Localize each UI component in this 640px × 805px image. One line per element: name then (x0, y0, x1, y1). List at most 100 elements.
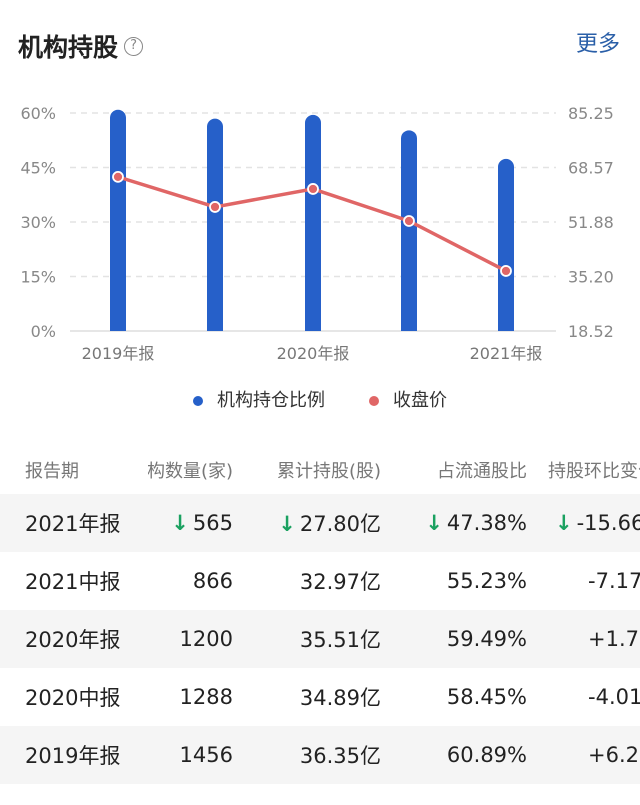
value-text: 55.23% (446, 569, 527, 593)
value-cell: 59.49% (447, 627, 527, 651)
header-cell[interactable]: 持股环比变化 (548, 461, 640, 482)
header-cell[interactable]: 机构数量(家) (148, 461, 233, 482)
price-point-2021中报 (403, 215, 415, 227)
table-row[interactable]: 2019年报 1456 36.35亿 60.89% +6.26% (0, 726, 640, 784)
legend-dot-icon (193, 396, 203, 406)
period-cell: 2021中报 (25, 570, 121, 594)
bar-2021年报 (498, 158, 514, 331)
down-arrow-icon: ↓ (555, 511, 573, 535)
right-axis-tick: 18.52 (568, 322, 614, 341)
value-cell: -7.17% (588, 569, 640, 593)
row-scroll[interactable]: 866 32.97亿 55.23% -7.17% (148, 552, 640, 610)
value-cell: +6.26% (588, 743, 640, 767)
value-cell: ↓ 565 (171, 511, 233, 535)
value-text: 1200 (179, 627, 233, 651)
value-text: -7.17% (588, 569, 640, 593)
value-text: 36.35亿 (299, 744, 381, 768)
left-axis-tick: 60% (20, 104, 56, 123)
period-cell: 2020中报 (25, 686, 121, 710)
row-scroll[interactable]: 1456 36.35亿 60.89% +6.26% (148, 726, 640, 784)
value-cell: +1.77% (588, 627, 640, 651)
right-axis-tick: 68.57 (568, 159, 614, 178)
row-scroll[interactable]: ↓565↓27.80亿↓47.38%↓-15.66% (148, 494, 640, 552)
value-text: 35.51亿 (299, 628, 381, 652)
table-row[interactable]: 2020年报 1200 35.51亿 59.49% +1.77% (0, 610, 640, 668)
bar-2020年报 (305, 114, 321, 331)
value-cell: 60.89% (447, 743, 527, 767)
down-arrow-icon: ↓ (278, 512, 296, 536)
value-text: 58.45% (446, 685, 527, 709)
section-title: 机构持股 ? (18, 28, 144, 64)
right-axis-tick: 35.20 (568, 268, 614, 287)
header-cell[interactable]: 占流通股比 (437, 461, 527, 482)
value-cell: 58.45% (447, 685, 527, 709)
row-scroll[interactable]: 1200 35.51亿 59.49% +1.77% (148, 610, 640, 668)
value-text: 47.38% (446, 511, 527, 535)
value-cell: ↓ 27.80亿 (278, 508, 381, 538)
table-header: 报告期 机构数量(家) 累计持股(股) 占流通股比持股环比变化 (0, 448, 640, 492)
price-point-2020年报 (307, 183, 319, 195)
legend-item-holding[interactable]: 机构持仓比例 (193, 386, 325, 412)
value-cell: 866 (193, 569, 233, 593)
left-axis-tick: 0% (31, 322, 56, 341)
more-link[interactable]: 更多 (575, 32, 620, 57)
chart-legend: 机构持仓比例 收盘价 (0, 386, 640, 412)
value-text: 59.49% (446, 627, 527, 651)
value-text: 1288 (179, 685, 233, 709)
value-text: 32.97亿 (299, 570, 381, 594)
header-scroll[interactable]: 机构数量(家) 累计持股(股) 占流通股比持股环比变化 (148, 448, 640, 492)
price-point-2019年报 (112, 170, 124, 183)
right-axis-tick: 51.88 (568, 213, 614, 232)
left-axis-tick: 45% (20, 159, 56, 178)
value-text: 1456 (179, 743, 233, 767)
value-cell: 35.51亿 (300, 624, 381, 654)
value-cell: ↓-15.66% (555, 511, 640, 535)
table-row[interactable]: 2020中报 1288 34.89亿 58.45% -4.01% (0, 668, 640, 726)
title-text: 机构持股 (18, 33, 119, 62)
bar-2019年报 (110, 109, 126, 332)
legend-dot-icon (369, 396, 379, 406)
institution-holding-chart: 60% 85.25 45% 68.57 30% 51.88 15% 35.20 0% 18.52 2… (20, 104, 614, 363)
value-text: 565 (192, 511, 233, 535)
value-text: 60.89% (446, 743, 527, 767)
value-text: -15.66% (576, 511, 640, 535)
value-cell: 55.23% (447, 569, 527, 593)
legend-label: 收盘价 (393, 390, 447, 411)
row-scroll[interactable]: 1288 34.89亿 58.45% -4.01% (148, 668, 640, 726)
header-cell[interactable]: 累计持股(股) (276, 461, 381, 482)
right-axis-tick: 85.25 (568, 104, 614, 123)
value-text: -4.01% (588, 685, 640, 709)
x-axis-tick: 2020年报 (277, 344, 350, 363)
bar-2020中报 (207, 118, 223, 331)
value-cell: 34.89亿 (300, 682, 381, 712)
x-axis-tick: 2019年报 (82, 344, 155, 363)
price-point-2021年报 (500, 265, 512, 277)
legend-item-price[interactable]: 收盘价 (369, 386, 447, 412)
value-cell: 36.35亿 (300, 740, 381, 770)
down-arrow-icon: ↓ (425, 511, 443, 535)
x-axis-tick: 2021年报 (470, 344, 543, 363)
down-arrow-icon: ↓ (171, 511, 189, 535)
value-cell: -4.01% (588, 685, 640, 709)
left-axis-tick: 15% (20, 268, 56, 287)
left-axis-tick: 30% (20, 213, 56, 232)
value-cell: 1288 (180, 685, 233, 709)
period-cell: 2021年报 (25, 512, 121, 536)
value-cell: ↓ 47.38% (425, 511, 527, 535)
period-cell: 2020年报 (25, 628, 121, 652)
header-cell[interactable]: 报告期 (25, 461, 79, 482)
table-row[interactable]: 2021中报 866 32.97亿 55.23% -7.17% (0, 552, 640, 610)
value-cell: 32.97亿 (300, 566, 381, 596)
value-text: +1.77% (588, 627, 640, 651)
help-icon[interactable]: ? (124, 36, 144, 56)
legend-label: 机构持仓比例 (217, 390, 325, 411)
value-cell: 1200 (180, 627, 233, 651)
value-text: 34.89亿 (299, 686, 381, 710)
table-row[interactable]: 2021年报↓565↓27.80亿↓47.38%↓-15.66% (0, 494, 640, 552)
price-point-2020中报 (209, 201, 221, 213)
value-cell: 1456 (180, 743, 233, 767)
value-text: 866 (192, 569, 233, 593)
value-text: +6.26% (588, 743, 640, 767)
bar-2021中报 (401, 130, 417, 331)
value-text: 27.80亿 (299, 512, 381, 536)
